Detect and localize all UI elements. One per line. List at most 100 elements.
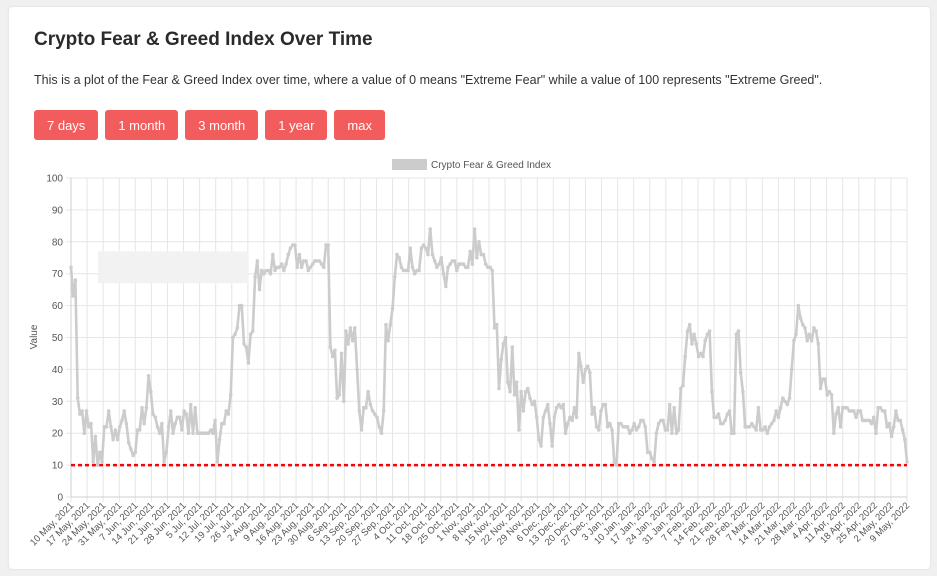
data-point[interactable] bbox=[222, 421, 226, 426]
data-point[interactable] bbox=[180, 428, 184, 432]
data-point[interactable] bbox=[248, 332, 253, 337]
data-point[interactable] bbox=[111, 437, 115, 442]
data-point[interactable] bbox=[736, 329, 741, 333]
data-point[interactable] bbox=[113, 428, 118, 432]
data-point[interactable] bbox=[461, 262, 466, 266]
data-point[interactable] bbox=[792, 338, 796, 343]
data-point[interactable] bbox=[424, 246, 428, 250]
data-point[interactable] bbox=[585, 364, 590, 369]
data-point[interactable] bbox=[284, 262, 288, 266]
data-point[interactable] bbox=[344, 329, 348, 333]
data-point[interactable] bbox=[306, 268, 311, 273]
data-point[interactable] bbox=[109, 425, 113, 429]
data-point[interactable] bbox=[408, 246, 413, 250]
data-point[interactable] bbox=[543, 409, 548, 413]
data-point[interactable] bbox=[552, 415, 557, 420]
data-point[interactable] bbox=[151, 412, 155, 416]
range-1-year-button[interactable]: 1 year bbox=[265, 110, 328, 140]
data-point[interactable] bbox=[530, 402, 534, 407]
data-point[interactable] bbox=[437, 262, 441, 266]
data-point[interactable] bbox=[335, 396, 339, 400]
data-point[interactable] bbox=[878, 405, 883, 410]
data-point[interactable] bbox=[641, 418, 645, 423]
data-point[interactable] bbox=[153, 415, 158, 420]
data-point[interactable] bbox=[834, 412, 838, 416]
data-point[interactable] bbox=[636, 425, 641, 429]
data-point[interactable] bbox=[634, 428, 639, 432]
data-point[interactable] bbox=[825, 393, 829, 397]
data-point[interactable] bbox=[630, 428, 634, 432]
data-point[interactable] bbox=[705, 332, 710, 337]
data-point[interactable] bbox=[619, 421, 623, 426]
data-point[interactable] bbox=[242, 342, 246, 346]
data-point[interactable] bbox=[690, 342, 694, 346]
data-point[interactable] bbox=[827, 389, 832, 394]
data-point[interactable] bbox=[257, 287, 262, 292]
data-point[interactable] bbox=[310, 262, 315, 266]
data-point[interactable] bbox=[193, 405, 197, 410]
data-point[interactable] bbox=[268, 271, 273, 276]
data-point[interactable] bbox=[253, 275, 257, 279]
data-point[interactable] bbox=[384, 322, 388, 327]
data-point[interactable] bbox=[670, 431, 674, 436]
data-point[interactable] bbox=[177, 415, 182, 420]
data-point[interactable] bbox=[785, 402, 790, 407]
data-point[interactable] bbox=[514, 380, 519, 385]
data-point[interactable] bbox=[244, 345, 248, 349]
data-point[interactable] bbox=[528, 396, 532, 400]
data-point[interactable] bbox=[643, 425, 648, 429]
data-point[interactable] bbox=[534, 415, 539, 420]
data-point[interactable] bbox=[696, 354, 701, 359]
data-point[interactable] bbox=[905, 460, 909, 464]
data-point[interactable] bbox=[91, 460, 95, 464]
data-point[interactable] bbox=[381, 409, 386, 413]
data-point[interactable] bbox=[430, 252, 435, 257]
data-point[interactable] bbox=[373, 412, 377, 416]
data-point[interactable] bbox=[599, 409, 603, 413]
data-point[interactable] bbox=[426, 252, 430, 257]
data-point[interactable] bbox=[676, 428, 681, 432]
data-point[interactable] bbox=[288, 246, 293, 250]
data-point[interactable] bbox=[69, 265, 73, 270]
data-point[interactable] bbox=[483, 262, 488, 266]
data-point[interactable] bbox=[137, 428, 142, 432]
data-point[interactable] bbox=[681, 383, 685, 388]
data-point[interactable] bbox=[93, 434, 98, 439]
data-point[interactable] bbox=[279, 262, 284, 266]
data-point[interactable] bbox=[497, 386, 501, 391]
data-point[interactable] bbox=[710, 389, 714, 394]
data-point[interactable] bbox=[89, 421, 93, 426]
data-point[interactable] bbox=[417, 268, 421, 273]
data-point[interactable] bbox=[574, 415, 579, 420]
data-point[interactable] bbox=[707, 329, 712, 333]
data-point[interactable] bbox=[565, 421, 570, 426]
data-point[interactable] bbox=[455, 268, 459, 273]
data-point[interactable] bbox=[435, 265, 439, 270]
data-point[interactable] bbox=[510, 345, 515, 349]
data-point[interactable] bbox=[548, 421, 552, 426]
data-point[interactable] bbox=[259, 268, 264, 273]
data-point[interactable] bbox=[521, 409, 526, 413]
data-point[interactable] bbox=[687, 322, 692, 327]
data-point[interactable] bbox=[823, 377, 827, 381]
data-point[interactable] bbox=[546, 402, 550, 407]
data-point[interactable] bbox=[319, 262, 324, 266]
data-point[interactable] bbox=[891, 425, 896, 429]
data-point[interactable] bbox=[262, 271, 266, 276]
data-point[interactable] bbox=[523, 389, 528, 394]
data-point[interactable] bbox=[590, 412, 594, 416]
data-point[interactable] bbox=[120, 418, 124, 423]
data-point[interactable] bbox=[732, 431, 736, 436]
data-point[interactable] bbox=[208, 428, 213, 432]
data-point[interactable] bbox=[818, 386, 823, 391]
data-point[interactable] bbox=[508, 389, 512, 394]
data-point[interactable] bbox=[652, 460, 656, 464]
data-point[interactable] bbox=[605, 425, 610, 429]
data-point[interactable] bbox=[674, 431, 679, 436]
data-point[interactable] bbox=[541, 415, 546, 420]
data-point[interactable] bbox=[492, 326, 497, 330]
data-point[interactable] bbox=[661, 418, 665, 423]
data-point[interactable] bbox=[466, 265, 470, 270]
data-point[interactable] bbox=[781, 396, 785, 400]
